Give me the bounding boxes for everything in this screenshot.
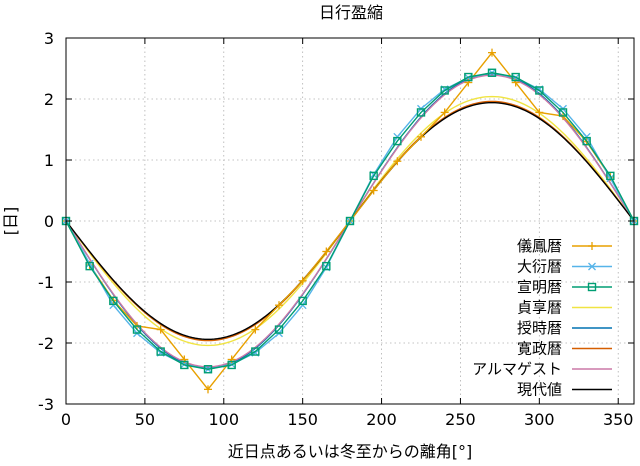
- y-tick-label: 1: [44, 151, 54, 170]
- series-line: [65, 72, 635, 370]
- data-point: [203, 365, 213, 374]
- legend-entry: 授時暦: [517, 319, 612, 337]
- data-point: [606, 171, 615, 181]
- marker-stroke: [393, 132, 402, 141]
- y-tick-label: 0: [44, 212, 54, 231]
- data-point: [322, 247, 331, 256]
- data-point: [440, 108, 449, 117]
- x-tick-label: 200: [366, 410, 397, 429]
- marker-stroke: [298, 301, 307, 310]
- chart-title: 日行盈縮: [319, 3, 383, 22]
- x-tick-label: 0: [61, 410, 71, 429]
- x-tick-label: 300: [524, 410, 555, 429]
- data-point: [588, 242, 596, 250]
- legend-entry: 貞享暦: [517, 299, 612, 317]
- data-point: [85, 261, 94, 271]
- legend-entry: 儀鳳暦: [517, 237, 612, 255]
- data-point: [109, 296, 118, 306]
- data-point: [274, 325, 284, 334]
- data-point: [369, 171, 378, 181]
- x-axis-label: 近日点あるいは冬至からの離角[°]: [228, 442, 473, 461]
- data-point: [180, 360, 189, 370]
- data-point: [535, 108, 544, 117]
- y-tick-label: 3: [44, 29, 54, 48]
- data-point: [298, 301, 307, 310]
- y-axis-label: [日]: [1, 207, 20, 236]
- data-point: [345, 216, 355, 226]
- data-point: [393, 136, 402, 146]
- data-point: [251, 347, 260, 356]
- data-point: [369, 186, 378, 195]
- legend-label: 授時暦: [517, 319, 562, 337]
- legend-label: 大衍暦: [517, 258, 562, 276]
- data-point: [275, 301, 283, 310]
- y-tick-label: 2: [44, 90, 54, 109]
- marker-stroke: [85, 259, 94, 268]
- data-point: [440, 86, 449, 95]
- series-layer: [61, 48, 639, 394]
- data-point: [251, 325, 260, 334]
- data-point: [322, 261, 331, 271]
- data-point: [487, 68, 497, 77]
- series-2: [61, 68, 639, 374]
- y-tick-label: -1: [38, 273, 54, 292]
- data-point: [511, 72, 520, 82]
- y-tick-label: -3: [38, 395, 54, 414]
- data-point: [132, 325, 142, 334]
- x-tick-label: 100: [209, 410, 240, 429]
- data-point: [393, 132, 402, 141]
- data-point: [156, 347, 165, 356]
- marker-stroke: [588, 262, 596, 271]
- legend-entry: アルマゲスト: [472, 360, 612, 378]
- x-tick-label: 350: [603, 410, 634, 429]
- data-point: [298, 276, 307, 285]
- legend-label: 現代値: [517, 381, 562, 399]
- data-point: [417, 132, 425, 141]
- legend-label: 宣明暦: [517, 278, 562, 296]
- tick-layer: 0 50 100 150 200 250 300 350 -3 -2 -1 0 1 2 3: [38, 29, 634, 429]
- y-tick-label: -2: [38, 334, 54, 353]
- legend-label: 貞享暦: [517, 299, 562, 317]
- data-point: [227, 360, 236, 370]
- data-point: [588, 262, 596, 271]
- x-tick-label: 150: [287, 410, 318, 429]
- data-point: [416, 108, 426, 117]
- x-tick-label: 50: [135, 410, 155, 429]
- legend-entry: 宣明暦: [517, 278, 612, 296]
- legend-label: 寛政暦: [517, 340, 562, 358]
- legend-label: アルマゲスト: [472, 360, 562, 378]
- data-point: [582, 136, 591, 146]
- data-point: [156, 325, 165, 334]
- x-tick-label: 250: [445, 410, 476, 429]
- data-point: [393, 157, 402, 166]
- data-point: [298, 296, 307, 306]
- marker-stroke: [606, 174, 615, 183]
- legend-entry: 寛政暦: [517, 340, 612, 358]
- data-point: [535, 86, 544, 95]
- data-point: [558, 108, 568, 117]
- data-point: [587, 282, 597, 292]
- data-point: [204, 385, 212, 394]
- data-point: [464, 72, 473, 82]
- legend-entry: 大衍暦: [517, 258, 612, 276]
- legend-entry: 現代値: [517, 381, 612, 399]
- legend-label: 儀鳳暦: [517, 237, 562, 255]
- data-point: [488, 48, 496, 57]
